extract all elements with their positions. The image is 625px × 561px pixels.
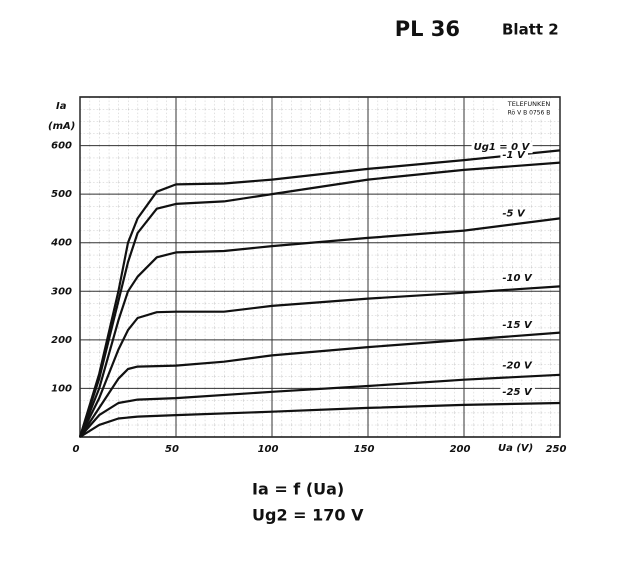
y-axis-label: Ia bbox=[56, 101, 67, 112]
y-tick-label: 500 bbox=[51, 189, 72, 200]
x-tick-label: 250 bbox=[546, 444, 567, 455]
y-axis-unit: (mA) bbox=[48, 121, 75, 132]
curve-label: -5 V bbox=[502, 209, 526, 220]
curve-label-bg bbox=[500, 149, 528, 161]
formula: Ia = f (Ua) bbox=[252, 480, 344, 499]
x-tick-label: 0 bbox=[73, 444, 80, 455]
curve-label-bg bbox=[471, 142, 533, 154]
x-tick-label: 150 bbox=[354, 444, 375, 455]
curve bbox=[78, 217, 561, 438]
x-tick-label: 100 bbox=[258, 444, 279, 455]
y-tick-label: 300 bbox=[51, 286, 72, 297]
curve-label-bg bbox=[500, 387, 535, 399]
curve-label-bg bbox=[500, 273, 535, 285]
curve bbox=[79, 285, 561, 438]
maker-box bbox=[500, 99, 558, 119]
x-tick-label: 200 bbox=[450, 444, 471, 455]
curve-label: -25 V bbox=[502, 387, 533, 398]
minor-grid bbox=[80, 97, 560, 437]
curve-label: -10 V bbox=[502, 273, 533, 284]
y-tick-label: 600 bbox=[51, 141, 72, 152]
curve-label-bg bbox=[500, 319, 535, 331]
drawing-number: Rö V B 0756 B bbox=[508, 110, 551, 117]
chart-subtitle: Blatt 2 bbox=[502, 21, 559, 39]
y-tick-label: 100 bbox=[51, 383, 72, 394]
y-tick-label: 200 bbox=[51, 335, 72, 346]
curve-label-bg bbox=[500, 208, 528, 220]
curve-label: -15 V bbox=[502, 320, 533, 331]
curve-label: -1 V bbox=[502, 150, 526, 161]
chart-title: PL 36 bbox=[395, 17, 460, 41]
maker: TELEFUNKEN bbox=[507, 100, 551, 108]
x-tick-label: 50 bbox=[165, 444, 179, 455]
curve-label: -20 V bbox=[502, 361, 533, 372]
y-tick-label: 400 bbox=[50, 238, 72, 249]
curve-label: Ug1 = 0 V bbox=[474, 142, 531, 153]
curve bbox=[79, 373, 561, 438]
curve bbox=[79, 331, 561, 438]
x-axis-label: Ua (V) bbox=[498, 443, 533, 454]
curve bbox=[78, 149, 561, 438]
curve bbox=[79, 401, 561, 438]
condition: Ug2 = 170 V bbox=[252, 506, 364, 525]
curve bbox=[78, 161, 561, 438]
curve-label-bg bbox=[500, 360, 535, 372]
